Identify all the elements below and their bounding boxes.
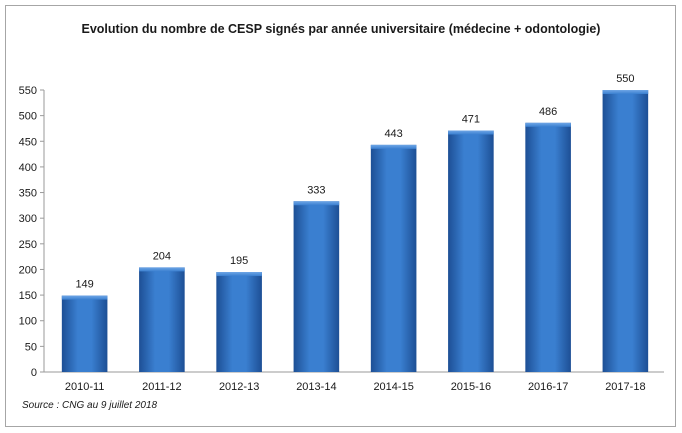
bar-top-highlight [216, 272, 262, 277]
bar [216, 272, 262, 372]
data-label: 550 [616, 73, 634, 85]
bar [602, 90, 649, 372]
bar-top-highlight [293, 201, 340, 206]
x-tick-label: 2012-13 [219, 381, 259, 393]
x-tick-label: 2013-14 [296, 381, 336, 393]
source-note: Source : CNG au 9 juillet 2018 [22, 400, 158, 411]
y-tick-label: 500 [19, 111, 37, 123]
chart-title: Evolution du nombre de CESP signés par a… [81, 22, 601, 36]
bar-top-highlight [602, 90, 649, 94]
data-label: 149 [75, 279, 93, 291]
bar [525, 122, 571, 372]
y-tick-label: 50 [25, 341, 37, 353]
bars [61, 90, 649, 372]
x-tick-label: 2016-17 [528, 381, 568, 393]
bar-top-highlight [525, 122, 571, 127]
x-tick-label: 2014-15 [373, 381, 413, 393]
bar [61, 295, 108, 372]
x-tick-label: 2010-11 [65, 381, 105, 393]
bar [448, 130, 494, 372]
data-label: 195 [230, 255, 248, 267]
y-tick-label: 350 [19, 188, 37, 200]
y-tick-label: 400 [19, 162, 37, 174]
bar-top-highlight [61, 295, 108, 300]
bar [139, 267, 185, 372]
data-label: 443 [384, 128, 402, 140]
y-tick-label: 450 [19, 136, 37, 148]
y-tick-label: 0 [31, 367, 37, 379]
y-tick-label: 550 [19, 85, 37, 97]
y-tick-label: 100 [19, 316, 37, 328]
x-tick-label: 2017-18 [605, 381, 645, 393]
bar-top-highlight [370, 144, 417, 149]
bar [293, 201, 340, 372]
bar [370, 144, 417, 372]
bar-top-highlight [139, 267, 185, 272]
data-label: 471 [462, 114, 480, 126]
bar-top-highlight [448, 130, 494, 135]
data-label: 204 [153, 250, 171, 262]
x-tick-label: 2015-16 [451, 381, 491, 393]
data-label: 486 [539, 106, 557, 118]
y-tick-label: 300 [19, 213, 37, 225]
data-label: 333 [307, 184, 325, 196]
y-tick-label: 250 [19, 239, 37, 251]
y-tick-label: 150 [19, 290, 37, 302]
x-tick-label: 2011-12 [142, 381, 182, 393]
y-tick-label: 200 [19, 264, 37, 276]
labels: 149 2010-11 204 2011-12 195 2012-13 333 2013-14… [65, 73, 646, 393]
